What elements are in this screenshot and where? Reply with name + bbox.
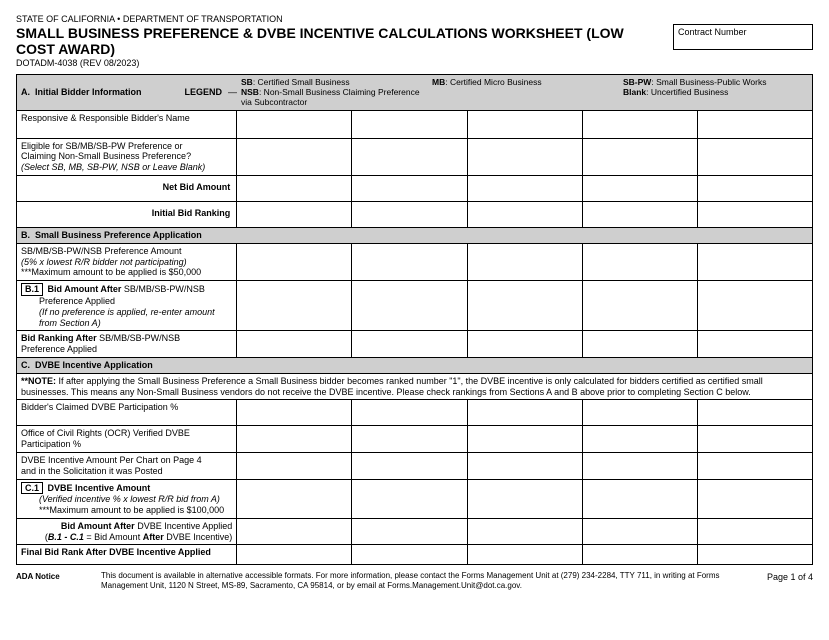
row-c1: C.1 DVBE Incentive Amount (Verified ince… <box>17 479 237 518</box>
cell[interactable] <box>582 201 697 227</box>
cell[interactable] <box>467 400 582 426</box>
cell[interactable] <box>352 201 467 227</box>
cell[interactable] <box>352 138 467 175</box>
cell[interactable] <box>697 518 812 545</box>
cell[interactable] <box>697 426 812 453</box>
cell[interactable] <box>352 175 467 201</box>
cell[interactable] <box>352 452 467 479</box>
form-number: DOTADM-4038 (REV 08/2023) <box>16 58 813 68</box>
cell[interactable] <box>352 281 467 331</box>
cell[interactable] <box>582 400 697 426</box>
cell[interactable] <box>697 281 812 331</box>
cell[interactable] <box>582 518 697 545</box>
cell[interactable] <box>582 138 697 175</box>
section-c-note: **NOTE: If after applying the Small Busi… <box>17 373 813 400</box>
cell[interactable] <box>352 518 467 545</box>
agency-line: STATE OF CALIFORNIA • DEPARTMENT OF TRAN… <box>16 14 813 24</box>
cell[interactable] <box>352 545 467 565</box>
cell[interactable] <box>467 281 582 331</box>
cell[interactable] <box>352 243 467 280</box>
row-ocr-pct: Office of Civil Rights (OCR) Verified DV… <box>17 426 237 453</box>
section-a-letter: A. <box>21 87 30 98</box>
footer: ADA Notice This document is available in… <box>16 571 813 590</box>
cell[interactable] <box>237 201 352 227</box>
contract-number-box[interactable]: Contract Number <box>673 24 813 50</box>
cell[interactable] <box>352 400 467 426</box>
section-a-header: A. Initial Bidder Information LEGEND — S… <box>17 75 813 111</box>
cell[interactable] <box>237 175 352 201</box>
page-number: Page 1 of 4 <box>743 571 813 582</box>
cell[interactable] <box>467 331 582 358</box>
contract-number-label: Contract Number <box>678 27 747 37</box>
row-pref-amount: SB/MB/SB-PW/NSB Preference Amount (5% x … <box>17 243 237 280</box>
cell[interactable] <box>467 545 582 565</box>
cell[interactable] <box>237 479 352 518</box>
cell[interactable] <box>352 110 467 138</box>
cell[interactable] <box>237 400 352 426</box>
cell[interactable] <box>697 243 812 280</box>
cell[interactable] <box>237 452 352 479</box>
cell[interactable] <box>582 243 697 280</box>
cell[interactable] <box>582 281 697 331</box>
cell[interactable] <box>237 110 352 138</box>
cell[interactable] <box>237 243 352 280</box>
row-rank-after: Bid Ranking After SB/MB/SB-PW/NSB Prefer… <box>17 331 237 358</box>
cell[interactable] <box>697 110 812 138</box>
form-title: SMALL BUSINESS PREFERENCE & DVBE INCENTI… <box>16 24 665 57</box>
section-a-title: Initial Bidder Information <box>35 87 142 98</box>
cell[interactable] <box>467 518 582 545</box>
cell[interactable] <box>467 426 582 453</box>
row-bid-after-dvbe: Bid Amount After DVBE Incentive Applied … <box>17 518 237 545</box>
cell[interactable] <box>582 545 697 565</box>
cell[interactable] <box>582 331 697 358</box>
row-final-rank: Final Bid Rank After DVBE Incentive Appl… <box>17 545 237 565</box>
cell[interactable] <box>352 426 467 453</box>
cell[interactable] <box>237 545 352 565</box>
row-net-bid: Net Bid Amount <box>17 175 237 201</box>
cell[interactable] <box>467 201 582 227</box>
section-b-header: B. Small Business Preference Application <box>17 227 813 243</box>
row-b1: B.1 Bid Amount After SB/MB/SB-PW/NSB Pre… <box>17 281 237 331</box>
ada-label: ADA Notice <box>16 571 101 581</box>
cell[interactable] <box>697 452 812 479</box>
cell[interactable] <box>352 331 467 358</box>
cell[interactable] <box>697 479 812 518</box>
cell[interactable] <box>467 452 582 479</box>
cell[interactable] <box>697 201 812 227</box>
row-initial-rank: Initial Bid Ranking <box>17 201 237 227</box>
cell[interactable] <box>697 400 812 426</box>
cell[interactable] <box>582 175 697 201</box>
cell[interactable] <box>582 452 697 479</box>
cell[interactable] <box>237 426 352 453</box>
cell[interactable] <box>697 138 812 175</box>
cell[interactable] <box>237 518 352 545</box>
cell[interactable] <box>697 175 812 201</box>
legend-dash: — <box>228 87 237 98</box>
cell[interactable] <box>237 138 352 175</box>
legend-label: LEGEND <box>184 87 222 98</box>
cell[interactable] <box>467 138 582 175</box>
section-c-header: C. DVBE Incentive Application <box>17 357 813 373</box>
b1-box: B.1 <box>21 283 43 296</box>
row-bidder-name: Responsive & Responsible Bidder's Name <box>17 110 237 138</box>
cell[interactable] <box>582 110 697 138</box>
row-claimed-pct: Bidder's Claimed DVBE Participation % <box>17 400 237 426</box>
cell[interactable] <box>237 281 352 331</box>
ada-text: This document is available in alternativ… <box>101 571 743 590</box>
cell[interactable] <box>697 331 812 358</box>
cell[interactable] <box>467 110 582 138</box>
cell[interactable] <box>352 479 467 518</box>
cell[interactable] <box>467 479 582 518</box>
cell[interactable] <box>697 545 812 565</box>
cell[interactable] <box>467 175 582 201</box>
cell[interactable] <box>582 479 697 518</box>
cell[interactable] <box>467 243 582 280</box>
row-eligible: Eligible for SB/MB/SB-PW Preference or C… <box>17 138 237 175</box>
cell[interactable] <box>582 426 697 453</box>
c1-box: C.1 <box>21 482 43 495</box>
legend-grid: SB: Certified Small Business MB: Certifi… <box>241 77 808 108</box>
worksheet-table: A. Initial Bidder Information LEGEND — S… <box>16 74 813 565</box>
row-inc-chart: DVBE Incentive Amount Per Chart on Page … <box>17 452 237 479</box>
cell[interactable] <box>237 331 352 358</box>
